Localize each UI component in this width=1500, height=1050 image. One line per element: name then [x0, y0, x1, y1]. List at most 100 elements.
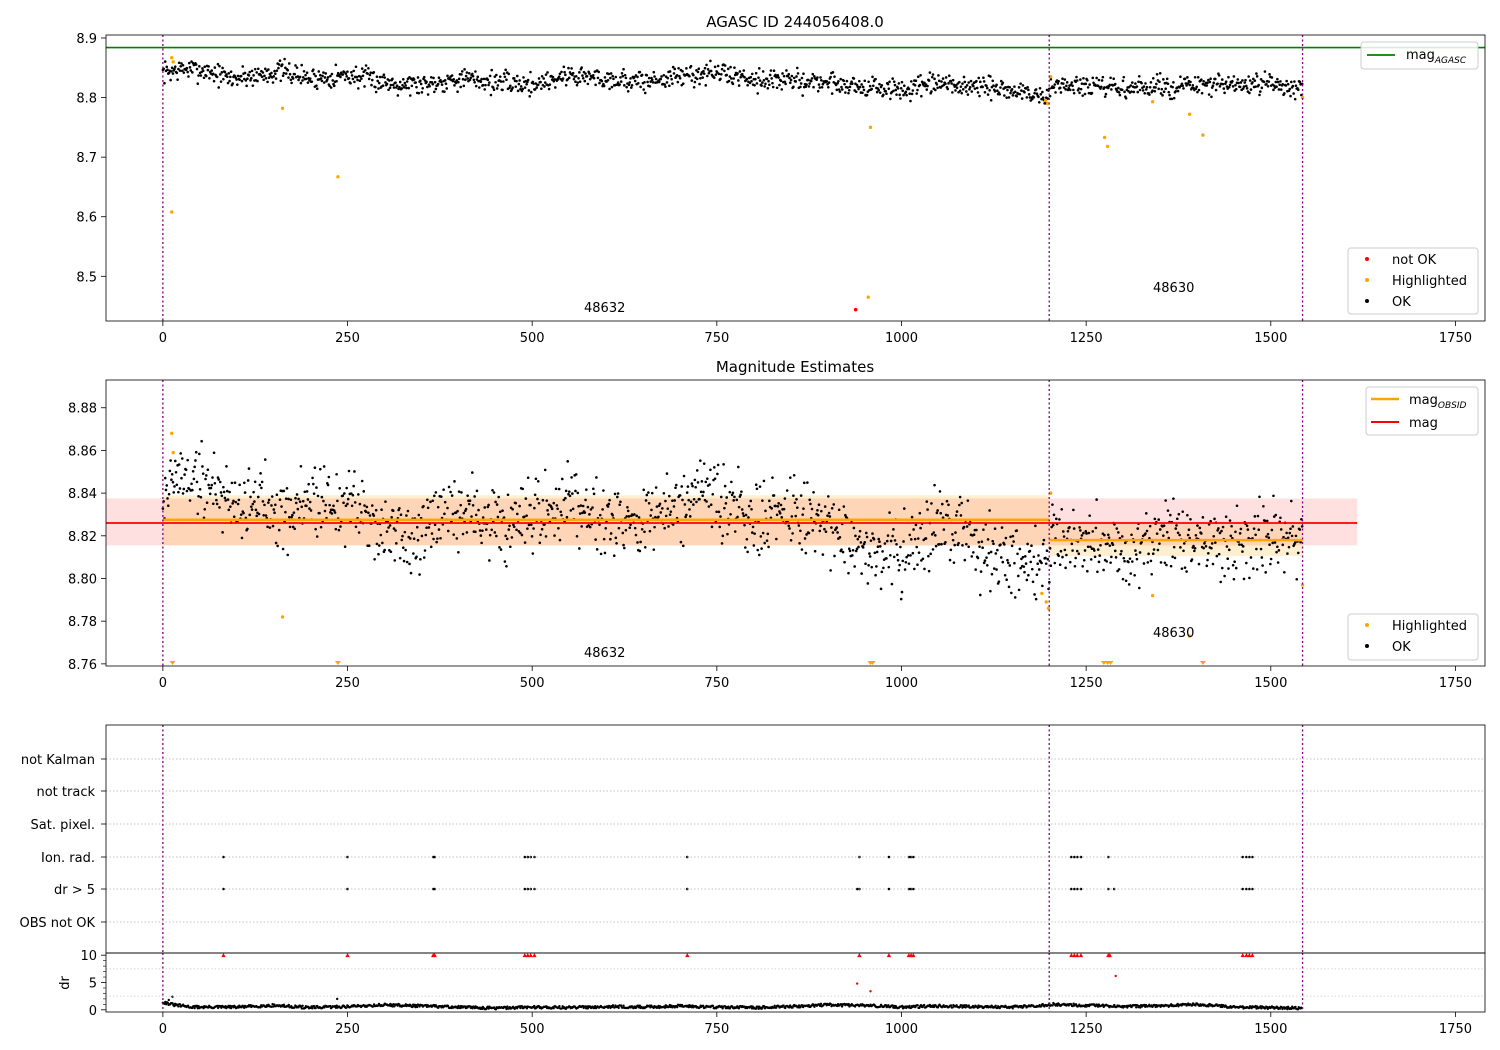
panel2-ok-point: [626, 505, 629, 509]
panel2-ok-point: [398, 556, 402, 560]
panel1-ok-point: [529, 70, 532, 74]
panel2-ok-point: [420, 534, 424, 538]
flag-point: [1241, 855, 1245, 859]
panel1-ok-point: [882, 93, 885, 97]
panel1-ok-point: [611, 74, 614, 78]
panel2-ok-point: [574, 473, 578, 476]
panel2-ok-point: [333, 511, 337, 514]
panel2-ok-point: [267, 498, 271, 502]
panel2-ok-point: [1007, 585, 1011, 589]
panel2-ok-point: [824, 530, 828, 534]
legend2-highlighted-label: Highlighted: [1392, 619, 1467, 634]
panel1-ok-point: [1182, 87, 1185, 90]
panel1-ok-point: [639, 85, 642, 89]
dr-point: [586, 1007, 590, 1010]
panel1-ok-point: [505, 78, 508, 82]
panel1-ok-point: [522, 76, 525, 79]
panel1-ok-point: [487, 83, 490, 87]
panel2-ok-point: [766, 532, 770, 536]
panel2-ok-point: [257, 512, 261, 516]
panel2-ok-point: [759, 535, 763, 538]
panel1-xtick-label: 1500: [1254, 331, 1287, 346]
panel2-ok-point: [375, 542, 379, 546]
panel2-ok-point: [415, 525, 419, 529]
panel2-ok-point: [622, 543, 625, 547]
panel1-ok-point: [728, 75, 732, 78]
panel2-ok-point: [578, 547, 581, 550]
panel1-ok-point: [570, 67, 573, 70]
panel2-ok-point: [501, 509, 504, 512]
panel1-ok-point: [1132, 90, 1136, 94]
panel1-ok-point: [1213, 77, 1217, 81]
reference-lines: [106, 35, 1485, 1012]
panel1-ok-point: [1065, 81, 1069, 84]
flag-point: [1248, 855, 1251, 859]
panel1-ok-point: [407, 86, 411, 90]
panel2-ok-point: [512, 523, 515, 527]
panel1-ok-point: [519, 85, 523, 88]
panel2-ok-point: [433, 494, 436, 498]
panel1-ok-point: [1202, 79, 1205, 83]
panel1-highlighted-point: [1201, 133, 1205, 137]
panel2-ok-point: [740, 490, 743, 493]
panel2-ok-point: [1162, 524, 1166, 528]
panel2-ok-point: [490, 528, 494, 532]
panel1-ok-point: [819, 76, 822, 79]
panel1-ok-point: [308, 77, 312, 80]
panel2-ok-point: [211, 502, 215, 506]
panel1-ok-point: [588, 72, 591, 75]
panel2-ok-point: [836, 531, 839, 534]
panel1-ok-point: [1283, 92, 1286, 95]
panel1-ok-point: [1103, 95, 1107, 98]
panel2-ok-point: [442, 488, 445, 491]
panel2-ok-point: [1279, 516, 1282, 520]
panel2-ok-point: [422, 556, 426, 559]
panel1-ok-point: [241, 65, 245, 68]
panel1-ok-point: [1064, 88, 1067, 91]
panel1-ok-point: [920, 94, 923, 98]
panel1-ok-point: [341, 73, 345, 76]
panel2-ok-point: [729, 512, 732, 516]
panel1-legend-lower: not OK Highlighted OK: [1347, 247, 1479, 315]
panel2-ok-point: [1213, 541, 1217, 544]
panel1-ok-point: [914, 79, 918, 83]
panel2-ok-point: [1106, 542, 1109, 545]
panel1-ok-point: [967, 81, 970, 84]
panel2-ok-point: [879, 587, 883, 591]
panel1-ok-point: [547, 87, 551, 91]
panel2-ok-point: [1290, 534, 1294, 538]
panel1-ok-point: [546, 71, 549, 74]
panel2-ok-point: [1158, 528, 1162, 531]
panel1-ok-point: [1292, 92, 1295, 95]
panel2-ok-point: [635, 514, 639, 518]
panel1-ok-point: [1278, 83, 1281, 87]
panel1-ok-point: [1003, 94, 1006, 97]
panel2-ok-point: [284, 510, 287, 514]
panel1-ok-point: [671, 82, 674, 85]
panel1-ok-point: [958, 80, 961, 84]
panel2-ok-point: [978, 545, 981, 548]
panel2-ok-point: [718, 525, 722, 529]
panel2-ok-point: [1098, 554, 1102, 557]
panel1-ok-point: [909, 99, 912, 103]
panel2-ok-point: [198, 487, 202, 491]
panel2-ok-point: [505, 564, 508, 568]
panel1-ok-point: [170, 66, 174, 70]
panel1-ok-point: [1296, 88, 1300, 92]
panel1-ok-point: [1210, 95, 1213, 99]
panel2-xtick-label: 500: [520, 676, 545, 691]
panel2-ok-point: [1239, 527, 1243, 531]
panel2-ok-point: [246, 479, 250, 482]
panel2-ok-point: [571, 492, 574, 495]
panel2-ok-point: [495, 503, 499, 506]
panel2-ok-point: [1157, 518, 1160, 521]
panel2-ok-point: [1212, 534, 1216, 538]
panel1-ok-point: [826, 85, 830, 89]
panel1-ok-point: [410, 84, 414, 88]
panel2-ok-point: [961, 544, 964, 547]
panel2-ok-point: [923, 567, 926, 571]
panel2-ok-point: [1193, 549, 1196, 553]
panel2-ok-point: [373, 557, 376, 561]
panel1-ok-point: [955, 86, 959, 90]
panel2-ok-point: [425, 526, 428, 530]
